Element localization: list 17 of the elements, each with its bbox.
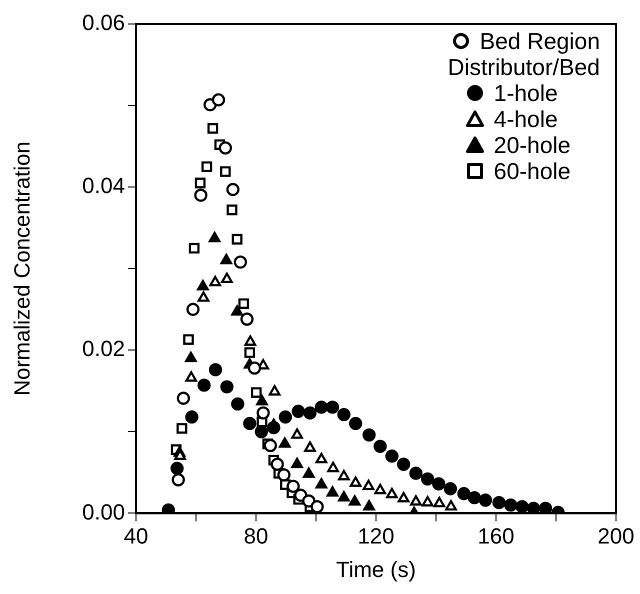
y-tick-label: 0.06 bbox=[82, 10, 125, 36]
legend-label: Bed Region bbox=[480, 28, 600, 54]
legend-label: 60-hole bbox=[494, 158, 571, 184]
x-tick-label: 120 bbox=[358, 523, 394, 548]
y-axis-title: Normalized Concentration bbox=[9, 141, 34, 396]
x-tick-label: 40 bbox=[124, 523, 148, 548]
x-tick-label: 200 bbox=[598, 523, 634, 548]
legend-label: 20-hole bbox=[494, 132, 571, 158]
legend-title: Distributor/Bed bbox=[448, 54, 600, 80]
legend-label: 4-hole bbox=[494, 106, 558, 132]
y-tick-label: 0.02 bbox=[82, 336, 125, 362]
y-tick-label: 0.00 bbox=[82, 499, 125, 524]
x-tick-label: 80 bbox=[244, 523, 268, 548]
x-axis-title: Time (s) bbox=[336, 556, 416, 582]
legend-label: 1-hole bbox=[494, 80, 558, 106]
y-tick-label: 0.04 bbox=[82, 173, 125, 198]
x-tick-label: 160 bbox=[478, 523, 514, 548]
